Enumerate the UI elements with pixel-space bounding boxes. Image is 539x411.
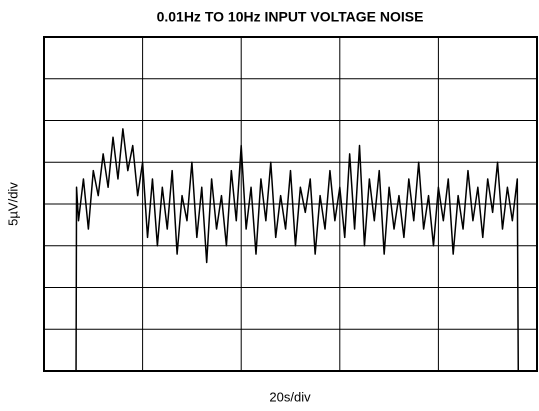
x-axis-label: 20s/div [269, 389, 311, 404]
y-axis-label: 5µV/div [5, 182, 20, 226]
chart-title: 0.01Hz TO 10Hz INPUT VOLTAGE NOISE [157, 9, 424, 25]
plot-frame [43, 36, 538, 372]
noise-trace [75, 128, 520, 372]
